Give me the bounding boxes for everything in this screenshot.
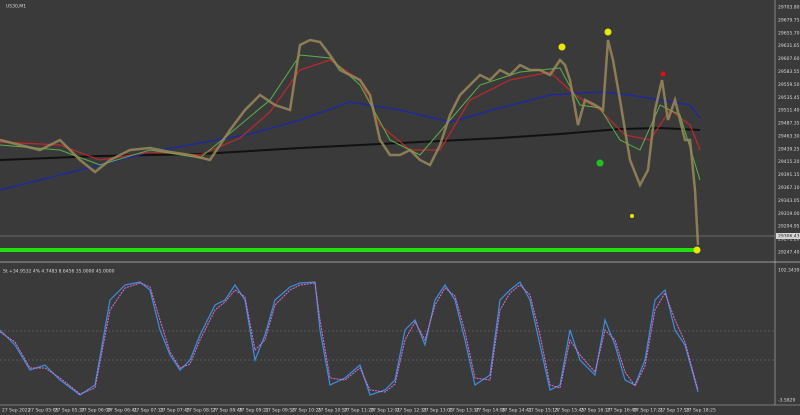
signal-dot: [630, 214, 634, 218]
price-label: 29511.40: [778, 108, 800, 114]
indicator-axis-label: -3.5829: [778, 398, 796, 404]
time-label: 27 Sep 11:29: [344, 408, 374, 414]
ma-mid: [0, 91, 701, 191]
time-label: 27 Sep 06:41: [107, 408, 137, 414]
price-label: 29631.65: [778, 43, 800, 49]
price-label: 29439.25: [778, 146, 800, 152]
time-label: 27 Sep 18:25: [686, 408, 716, 414]
signal-red: [660, 71, 666, 77]
price-label: 29294.95: [778, 224, 800, 230]
price-tag: [776, 233, 800, 239]
time-label: 27 Sep 07:13: [134, 408, 164, 414]
window-title: US30,M1: [6, 4, 26, 10]
price-label: 29487.35: [778, 121, 800, 127]
time-label: 27 Sep 13:05: [423, 408, 453, 414]
price-label: 29463.30: [778, 133, 800, 139]
price-label: 29343.05: [778, 198, 800, 204]
time-label: 27 Sep 13:37: [449, 408, 479, 414]
indicator-label: St +34.9532 4% 4.7483 8.6456 35.0000 45.…: [3, 269, 115, 275]
price-label: 29271.20: [778, 237, 800, 243]
time-label: 27 Sep 07:45: [160, 408, 190, 414]
time-label: 27 Sep 2022: [2, 408, 31, 414]
price-label: 29319.00: [778, 211, 800, 217]
price-label: 29415.20: [778, 159, 800, 165]
stochastic-signal: [0, 282, 699, 395]
time-label: 27 Sep 14:41: [502, 408, 532, 414]
time-label: 27 Sep 05:37: [55, 408, 85, 414]
ma-slow: [0, 126, 701, 161]
time-label: 27 Sep 09:53: [265, 408, 295, 414]
time-label: 27 Sep 14:09: [475, 408, 505, 414]
time-label: 27 Sep 08:49: [212, 408, 242, 414]
time-label: 27 Sep 16:49: [607, 408, 637, 414]
time-label: 27 Sep 06:09: [81, 408, 111, 414]
current-price: 29306.43: [778, 234, 800, 240]
price-label: 29655.70: [778, 30, 800, 36]
time-label: 27 Sep 09:21: [239, 408, 269, 414]
time-label: 27 Sep 12:01: [370, 408, 400, 414]
signal-up: [558, 43, 566, 51]
signal-up: [604, 28, 612, 36]
price-label: 29391.15: [778, 172, 800, 178]
indicator-axis-label: 102.3439: [778, 268, 800, 274]
time-label: 27 Sep 17:21: [633, 408, 663, 414]
time-label: 27 Sep 17:53: [660, 408, 690, 414]
price-label: 29607.60: [778, 56, 800, 62]
stochastic-main: [0, 281, 699, 396]
time-label: 27 Sep 15:45: [554, 408, 584, 414]
time-label: 27 Sep 05:05: [28, 408, 58, 414]
price-candles: [0, 38, 700, 246]
time-label: 27 Sep 12:33: [397, 408, 427, 414]
signal-up: [693, 246, 701, 254]
signal-green: [596, 159, 604, 167]
time-label: 27 Sep 16:17: [581, 408, 611, 414]
price-label: 29703.80: [778, 5, 800, 11]
time-label: 27 Sep 10:25: [291, 408, 321, 414]
price-label: 29559.50: [778, 82, 800, 88]
time-label: 27 Sep 10:57: [318, 408, 348, 414]
price-label: 29367.10: [778, 185, 800, 191]
price-label: 29583.55: [778, 69, 800, 75]
price-label: 29679.75: [778, 17, 800, 23]
price-label: 29535.45: [778, 95, 800, 101]
time-label: 27 Sep 15:13: [528, 408, 558, 414]
time-label: 27 Sep 08:17: [186, 408, 216, 414]
price-label: 29247.40: [778, 250, 800, 256]
